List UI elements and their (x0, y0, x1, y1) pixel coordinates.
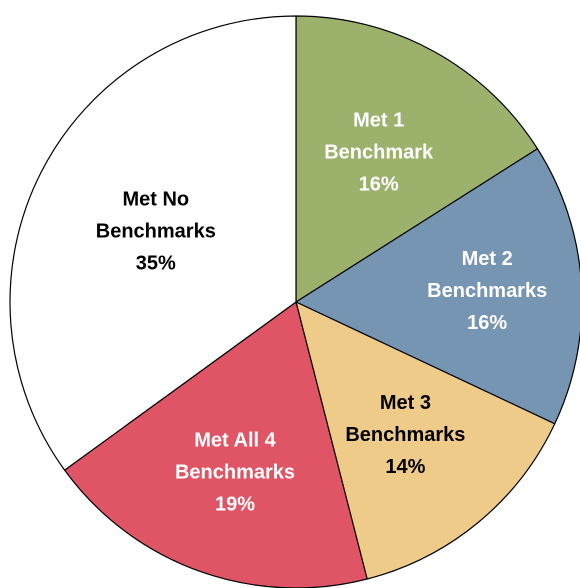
pie-slice-label-5: Met No Benchmarks 35% (96, 189, 216, 275)
pie-slice-label-line: Benchmark (324, 142, 434, 164)
pie-slice-label-line: Benchmarks (427, 280, 547, 302)
pie-slice-value: 16% (359, 174, 399, 196)
pie-slice-3 (295, 301, 556, 580)
pie-slice-label-3: Met 3 Benchmarks 14% (345, 392, 465, 478)
pie-slice-label-4: Met All 4 Benchmarks 19% (175, 430, 295, 516)
pie-slice-1 (295, 15, 539, 303)
pie-slice-label-2: Met 2 Benchmarks 16% (427, 248, 547, 334)
pie-slice-label-line: Met All 4 (194, 430, 276, 452)
pie-slice-5 (9, 15, 297, 471)
pie-slice-value: 35% (136, 253, 176, 275)
pie-slice-4 (64, 301, 368, 588)
pie-slices (9, 15, 580, 588)
pie-slice-label-line: Benchmarks (96, 221, 216, 243)
pie-labels: Met 1 Benchmark 16% Met 2 Benchmarks 16% Met 3… (96, 110, 547, 516)
pie-slice-label-1: Met 1 Benchmark 16% (324, 110, 434, 196)
pie-slice-label-line: Benchmarks (175, 462, 295, 484)
pie-slice-label-line: Met 2 (462, 248, 513, 270)
pie-slice-2 (295, 148, 580, 425)
pie-slice-label-line: Benchmarks (345, 424, 465, 446)
pie-slice-label-line: Met No (122, 189, 189, 211)
pie-slice-label-line: Met 1 (353, 110, 404, 132)
pie-slice-label-line: Met 3 (380, 392, 431, 414)
pie-slice-value: 14% (385, 456, 425, 478)
pie-slice-value: 19% (215, 494, 255, 516)
pie-slice-value: 16% (467, 312, 507, 334)
